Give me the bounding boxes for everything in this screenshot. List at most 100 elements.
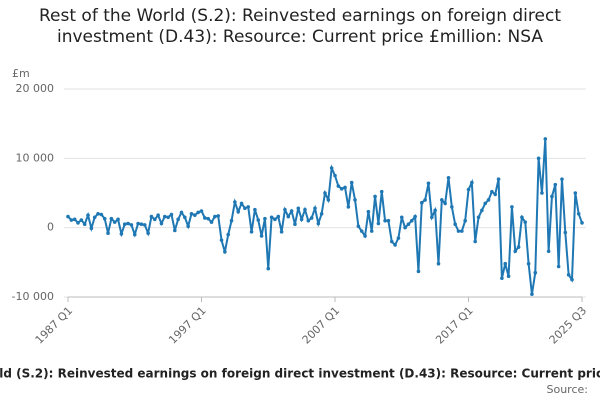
x-tick-label: 2007 Q1 [300, 304, 343, 347]
y-tick-label: -10 000 [12, 290, 54, 303]
data-point [319, 212, 324, 216]
data-point [546, 249, 551, 254]
data-point [82, 222, 87, 226]
data-point [563, 230, 568, 235]
data-point [66, 214, 70, 219]
data-point [146, 231, 150, 236]
data-point [383, 218, 387, 223]
data-point [369, 229, 374, 233]
data-point [560, 177, 564, 181]
data-point [166, 215, 170, 220]
data-point [470, 180, 474, 185]
y-tick-label: 10 000 [16, 151, 55, 164]
data-point [443, 201, 447, 206]
data-point [506, 274, 511, 279]
data-point [323, 191, 327, 195]
data-point [446, 175, 451, 180]
data-point [553, 182, 558, 187]
data-point [189, 212, 194, 216]
data-point [112, 220, 117, 224]
data-point [122, 222, 127, 226]
data-point [423, 198, 427, 202]
data-point [376, 221, 381, 226]
data-point [456, 229, 461, 233]
data-point [142, 223, 147, 227]
data-point [530, 292, 534, 297]
data-point [109, 216, 114, 221]
data-point [386, 218, 391, 223]
x-tick-label: 2017 Q1 [433, 304, 476, 347]
data-point [450, 205, 454, 209]
data-point [486, 198, 491, 202]
data-point [493, 192, 498, 197]
data-point [436, 261, 441, 266]
data-point [496, 177, 501, 181]
data-point [576, 212, 581, 216]
data-point [169, 212, 174, 217]
data-point [243, 206, 247, 211]
data-point [329, 166, 334, 170]
data-point [343, 185, 347, 190]
data-point [233, 200, 237, 204]
data-point [349, 180, 354, 185]
data-point [339, 187, 344, 191]
data-point [183, 215, 187, 220]
data-point [309, 216, 314, 220]
data-point [409, 218, 414, 223]
data-point [276, 214, 281, 219]
data-point [316, 221, 321, 226]
data-point [136, 221, 140, 226]
data-point [236, 209, 241, 214]
data-point [229, 218, 234, 223]
data-point [396, 236, 401, 240]
data-point [79, 218, 84, 222]
x-tick-label: 2025 Q3 [547, 304, 590, 347]
y-tick-label: 0 [47, 221, 54, 234]
data-point [359, 229, 364, 233]
data-point [206, 216, 210, 221]
data-point [366, 209, 371, 214]
data-point [503, 261, 508, 266]
data-point [346, 205, 351, 209]
data-point [526, 261, 531, 266]
source: Source: [547, 383, 589, 396]
data-point [516, 245, 521, 249]
data-point [239, 201, 244, 206]
data-point [403, 225, 407, 230]
data-point [543, 137, 548, 141]
data-point [406, 222, 411, 226]
data-point [99, 212, 104, 217]
data-point [273, 217, 277, 222]
data-point [186, 224, 190, 229]
data-point [86, 213, 90, 217]
data-point [413, 214, 417, 219]
data-point [480, 208, 484, 213]
data-point [203, 216, 207, 220]
data-point [490, 189, 494, 194]
data-point [419, 200, 424, 205]
data-point [249, 230, 254, 234]
data-point [96, 212, 100, 216]
data-point [266, 266, 271, 271]
data-point [259, 234, 264, 238]
data-point [580, 221, 584, 225]
data-point [476, 215, 481, 220]
data-point [152, 217, 157, 222]
data-point [373, 194, 377, 199]
data-point [253, 207, 257, 212]
data-point [540, 191, 544, 195]
data-point [433, 208, 437, 213]
data-point [246, 205, 251, 209]
y-unit: £m [12, 67, 30, 80]
data-point [389, 239, 394, 244]
footnote: Rest of the World (S.2): Reinvested earn… [0, 367, 600, 381]
data-point [399, 215, 404, 220]
data-point [263, 216, 267, 221]
data-point [179, 210, 184, 215]
data-point [460, 229, 464, 233]
data-point [269, 215, 274, 220]
data-point [573, 191, 578, 195]
data-point [570, 277, 574, 282]
data-point [72, 217, 77, 222]
